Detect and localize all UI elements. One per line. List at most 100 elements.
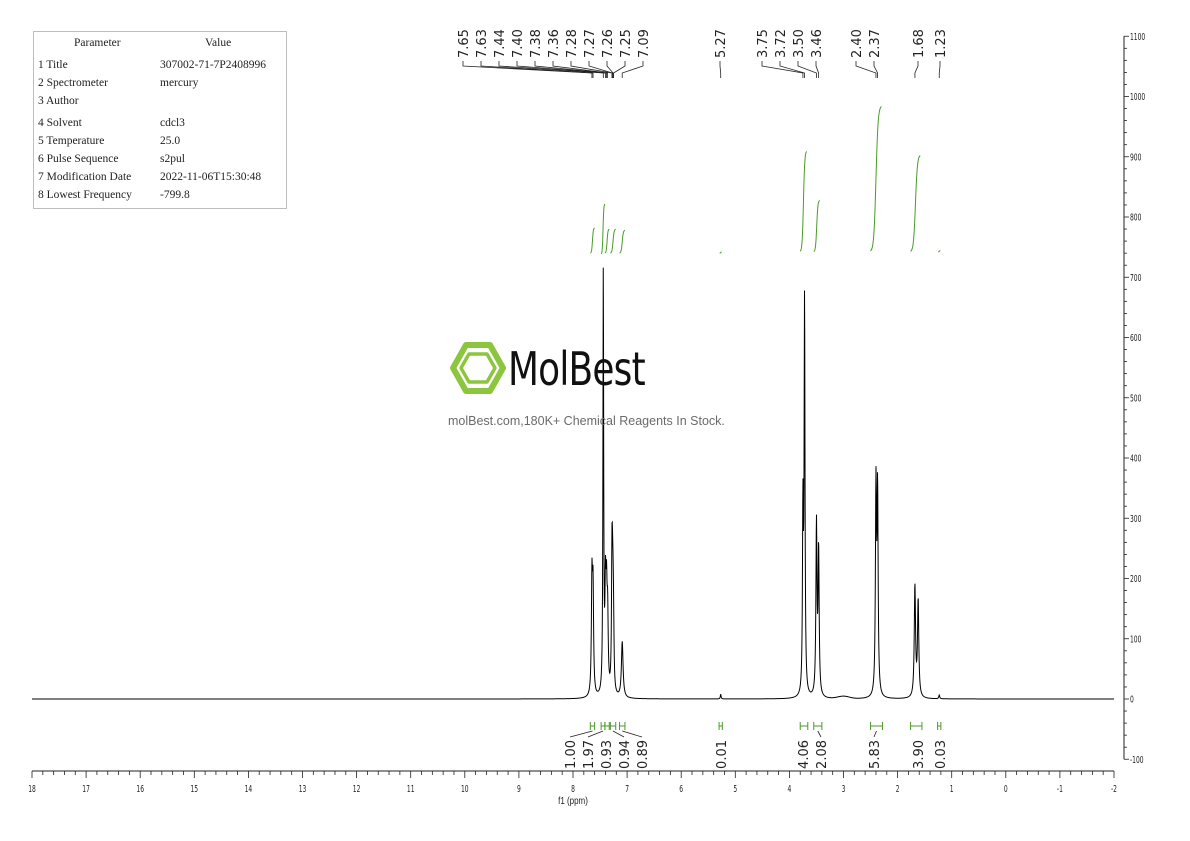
parameter-column-header: Parameter bbox=[74, 37, 121, 49]
watermark-brand-name: MolBest bbox=[508, 342, 646, 396]
integral-bracket bbox=[937, 722, 942, 730]
peak-label-connector bbox=[621, 61, 644, 78]
x-tick-label: 5 bbox=[733, 782, 737, 794]
peak-label: 7.40 bbox=[511, 29, 526, 58]
parameter-value: cdcl3 bbox=[160, 117, 185, 129]
x-tick-label: 18 bbox=[28, 782, 36, 794]
parameter-value: 307002-71-7P2408996 bbox=[160, 59, 267, 71]
parameter-row: 7 Modification Date 2022-11-06T15:30:48 bbox=[38, 171, 284, 188]
integral-label-group: 1.00 1.97 0.93 0.94 0.89 0.01 4.06 2.08 5.83 3.90… bbox=[564, 722, 949, 769]
y-tick-label: 600 bbox=[1130, 331, 1141, 343]
peak-label-connector bbox=[815, 61, 820, 78]
integral-bracket bbox=[718, 722, 723, 730]
parameter-row: 5 Temperature 25.0 bbox=[38, 135, 284, 152]
x-tick-label: 3 bbox=[842, 782, 846, 794]
peak-label-connector bbox=[606, 61, 614, 78]
parameter-value: 25.0 bbox=[160, 135, 181, 147]
peak-label-connector bbox=[613, 61, 626, 78]
peak-label-connector bbox=[516, 61, 606, 78]
integral-curve bbox=[870, 106, 882, 252]
integral-label: 0.01 bbox=[715, 740, 730, 769]
parameter-key: 8 Lowest Frequency bbox=[38, 189, 132, 201]
parameter-row: 6 Pulse Sequence s2pul bbox=[38, 153, 284, 170]
peak-label: 1.68 bbox=[912, 29, 927, 58]
peak-label: 7.63 bbox=[475, 29, 490, 58]
integral-connector bbox=[622, 730, 643, 738]
parameter-row: 3 Author bbox=[38, 95, 284, 112]
peak-label: 3.75 bbox=[756, 29, 771, 58]
integral-curve bbox=[910, 155, 921, 252]
integral-connector bbox=[587, 730, 604, 738]
x-tick-label: 14 bbox=[245, 782, 253, 794]
y-tick-label: 200 bbox=[1130, 572, 1141, 584]
integral-curve bbox=[938, 250, 941, 253]
peak-label: 3.72 bbox=[774, 29, 789, 58]
x-tick-label: 0 bbox=[1004, 782, 1008, 794]
integral-bracket bbox=[589, 722, 596, 730]
parameter-row: 1 Title 307002-71-7P2408996 bbox=[38, 59, 284, 76]
integral-label: 5.83 bbox=[868, 740, 883, 769]
parameter-row: 2 Spectrometer mercury bbox=[38, 77, 284, 94]
peak-label: 5.27 bbox=[714, 29, 729, 58]
peak-label-connector bbox=[498, 61, 604, 78]
x-tick-label: 17 bbox=[82, 782, 90, 794]
integral-curve bbox=[813, 200, 820, 253]
integral-connector bbox=[873, 730, 877, 738]
peak-label: 7.38 bbox=[529, 29, 544, 58]
integral-label: 0.03 bbox=[934, 740, 949, 769]
integral-curve bbox=[619, 229, 626, 254]
parameter-table: Parameter Value 1 Title 307002-71-7P24089… bbox=[33, 31, 287, 209]
peak-label: 7.28 bbox=[565, 29, 580, 58]
x-tick-label: 9 bbox=[517, 782, 521, 794]
parameter-value: -799.8 bbox=[160, 189, 190, 201]
peak-label-connector bbox=[462, 61, 593, 78]
parameter-key: 2 Spectrometer bbox=[38, 77, 108, 89]
peak-label-connector bbox=[797, 61, 817, 78]
x-tick-label: 16 bbox=[136, 782, 144, 794]
integral-bracket bbox=[870, 722, 883, 730]
x-tick-label: 10 bbox=[461, 782, 469, 794]
peak-label: 7.09 bbox=[637, 29, 652, 58]
x-tick-label: 2 bbox=[896, 782, 900, 794]
y-tick-label: 1100 bbox=[1130, 30, 1145, 42]
peak-label-connector bbox=[938, 61, 941, 78]
x-axis-label: f1 (ppm) bbox=[558, 795, 588, 806]
parameter-key: 1 Title bbox=[38, 59, 68, 71]
spectrum-trace-group bbox=[32, 267, 1114, 700]
peak-label-connector bbox=[534, 61, 607, 78]
peak-label: 7.65 bbox=[457, 29, 472, 58]
peak-label-connector bbox=[719, 61, 722, 78]
integral-curves bbox=[590, 106, 941, 255]
y-tick-label: 1000 bbox=[1130, 90, 1145, 102]
integral-bracket bbox=[799, 722, 809, 730]
peak-label: 7.27 bbox=[583, 29, 598, 58]
peak-label: 1.23 bbox=[934, 29, 949, 58]
integral-curve bbox=[799, 151, 808, 252]
x-tick-label: 1 bbox=[950, 782, 954, 794]
integral-curve bbox=[604, 228, 610, 254]
peak-label: 3.46 bbox=[810, 29, 825, 58]
peak-label-connector bbox=[480, 61, 594, 78]
y-tick-label: 0 bbox=[1130, 693, 1134, 705]
parameter-key: 6 Pulse Sequence bbox=[38, 153, 119, 165]
integral-connector bbox=[569, 730, 593, 738]
peak-label-connector bbox=[873, 61, 878, 78]
integral-curve bbox=[600, 203, 606, 255]
x-tick-label: 7 bbox=[625, 782, 629, 794]
molbest-watermark: MolBest molBest.com,180K+ Chemical Reage… bbox=[448, 338, 768, 438]
x-tick-label: 12 bbox=[353, 782, 361, 794]
parameter-key: 7 Modification Date bbox=[38, 171, 132, 183]
parameter-key: 5 Temperature bbox=[38, 135, 105, 147]
integral-label: 0.93 bbox=[600, 740, 615, 769]
y-tick-label: 100 bbox=[1130, 633, 1141, 645]
integral-curve bbox=[610, 228, 616, 254]
peak-label-group: 7.65 7.63 7.44 7.40 7.38 7.36 7.28 7.27 7.26 7.25… bbox=[457, 29, 949, 78]
integral-label: 0.89 bbox=[636, 740, 651, 769]
integral-bracket bbox=[600, 722, 606, 730]
value-column-header: Value bbox=[205, 37, 232, 49]
peak-label: 7.26 bbox=[601, 29, 616, 58]
hexagon-benzene-icon bbox=[450, 342, 506, 394]
x-tick-label: 4 bbox=[787, 782, 791, 794]
parameter-row: 4 Solvent cdcl3 bbox=[38, 117, 284, 134]
integral-label: 1.97 bbox=[582, 740, 597, 769]
